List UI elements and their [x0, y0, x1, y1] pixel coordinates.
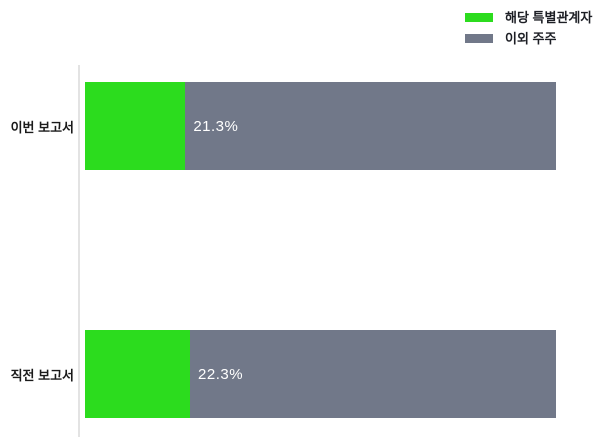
- legend-swatch-other-shareholders: [465, 34, 493, 43]
- category-label-current-report: 이번 보고서: [10, 119, 74, 135]
- legend: 해당 특별관계자 이외 주주: [465, 7, 592, 49]
- bar-segment-special-related-party: [85, 82, 186, 170]
- bar-segment-special-related-party: [85, 330, 191, 418]
- bar-segment-other-shareholders: 22.3%: [190, 330, 556, 418]
- category-label-previous-report: 직전 보고서: [10, 367, 74, 383]
- legend-swatch-special-related-party: [465, 13, 493, 22]
- value-label: 21.3%: [193, 117, 239, 135]
- category-axis-line: [78, 65, 80, 437]
- bar-previous-report: 22.3%: [85, 330, 556, 418]
- legend-item: 이외 주주: [465, 28, 592, 49]
- value-label: 22.3%: [198, 365, 244, 383]
- bar-segment-other-shareholders: 21.3%: [185, 82, 556, 170]
- legend-item: 해당 특별관계자: [465, 7, 592, 28]
- legend-label: 해당 특별관계자: [505, 10, 593, 25]
- legend-label: 이외 주주: [505, 31, 557, 46]
- bar-row: 직전 보고서 22.3%: [0, 330, 614, 418]
- bar-row: 이번 보고서 21.3%: [0, 82, 614, 170]
- bar-current-report: 21.3%: [85, 82, 556, 170]
